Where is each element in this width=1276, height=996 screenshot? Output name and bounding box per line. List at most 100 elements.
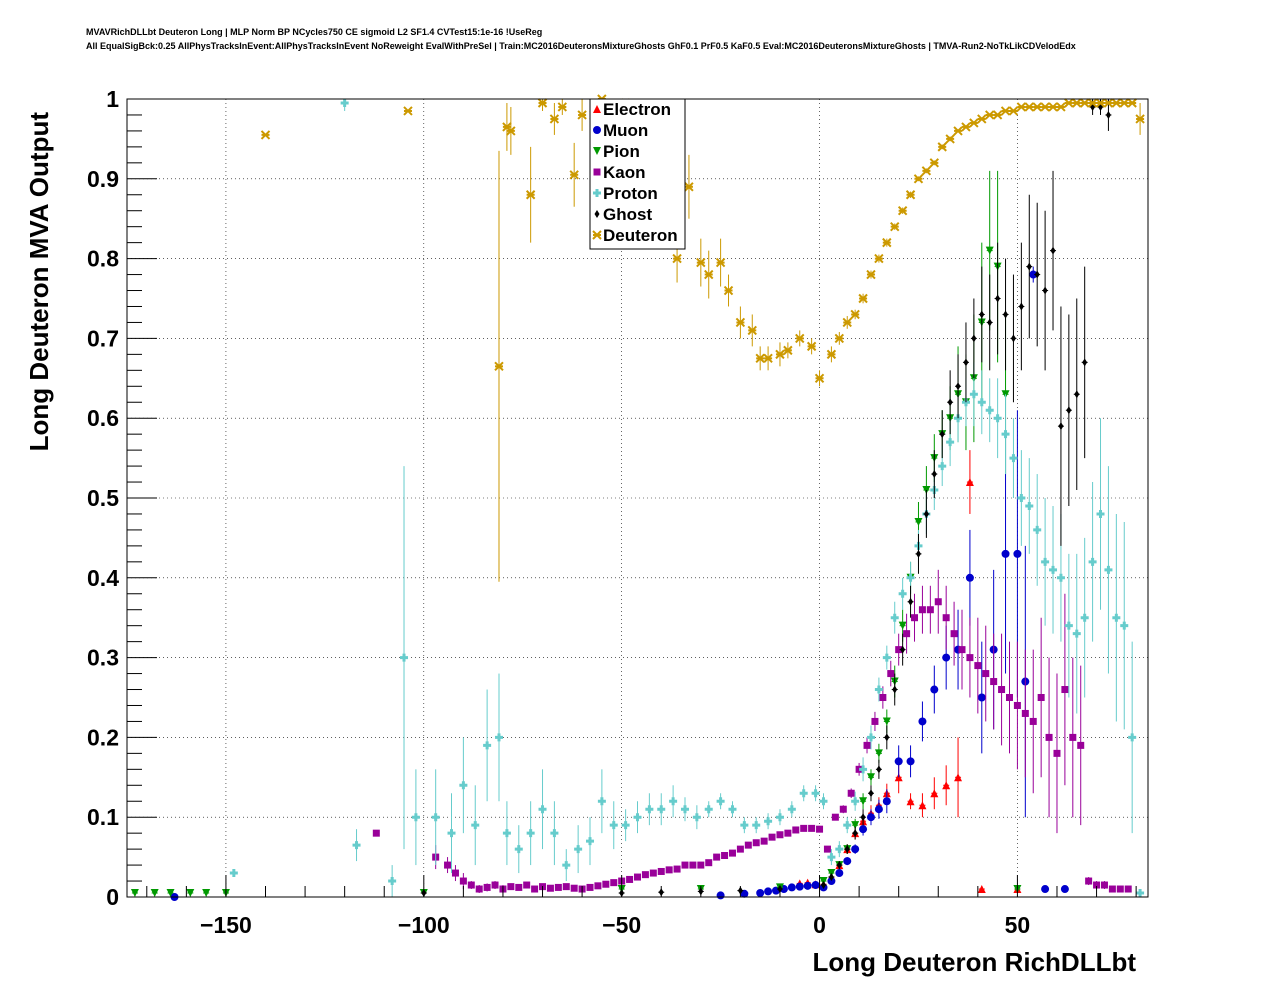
muon-point <box>851 845 860 854</box>
proton-point <box>716 797 725 806</box>
proton-point <box>859 765 868 774</box>
x-tick-label: 50 <box>1005 912 1031 938</box>
proton-point <box>827 853 836 862</box>
proton-point <box>657 805 666 814</box>
proton-point <box>1056 573 1065 582</box>
kaon-point <box>776 831 784 839</box>
deuteron-point <box>814 373 825 384</box>
proton-point <box>740 821 749 830</box>
kaon-point <box>713 853 721 861</box>
electron-point <box>954 773 963 782</box>
pion-point <box>866 773 875 782</box>
kaon-point <box>950 630 958 638</box>
muon-point <box>756 889 765 898</box>
deuteron-point <box>684 182 694 192</box>
pion-point <box>859 797 868 806</box>
ghost-point <box>987 318 993 327</box>
proton-point <box>621 821 630 830</box>
series-deuteron <box>260 94 1145 582</box>
proton-point <box>388 877 397 886</box>
kaon-point <box>816 825 824 833</box>
kaon-point <box>974 662 982 670</box>
deuteron-point <box>969 118 979 128</box>
kaon-point <box>942 614 950 622</box>
y-tick-label: 1 <box>106 86 119 112</box>
kaon-point <box>1077 741 1085 749</box>
kaon-point <box>998 686 1006 694</box>
kaon-point <box>784 829 792 837</box>
kaon-point <box>903 630 911 638</box>
legend-label-proton: Proton <box>603 184 658 203</box>
kaon-point <box>649 869 657 877</box>
kaon-point <box>697 861 705 869</box>
deuteron-point <box>897 206 908 216</box>
deuteron-point <box>755 353 765 364</box>
proton-point <box>562 861 571 870</box>
deuteron-point <box>977 114 987 124</box>
pion-point <box>874 749 883 758</box>
proton-point <box>819 797 828 806</box>
proton-point <box>938 462 947 471</box>
muon-point <box>835 869 844 878</box>
kaon-point <box>1045 733 1053 741</box>
deuteron-point <box>696 257 706 268</box>
ghost-point <box>939 430 945 439</box>
kaon-point <box>1013 701 1021 709</box>
kaon-point <box>768 833 776 841</box>
deuteron-point <box>953 126 963 136</box>
proton-point <box>851 797 860 806</box>
muon-point <box>1029 270 1038 279</box>
kaon-point <box>562 883 570 891</box>
kaon-point <box>839 805 847 813</box>
ghost-point <box>915 549 921 558</box>
deuteron-point <box>890 221 900 232</box>
muon-point <box>764 887 773 896</box>
kaon-point <box>958 646 966 654</box>
header-line-1: MVAVRichDLLbt Deuteron Long | MLP Norm B… <box>86 27 543 37</box>
ghost-point <box>1042 286 1048 295</box>
electron-point <box>930 789 939 798</box>
proton-point <box>1025 501 1034 510</box>
proton-point <box>1112 613 1121 622</box>
kaon-point <box>570 884 578 892</box>
y-axis-label: Long Deuteron MVA Output <box>24 112 54 452</box>
kaon-point <box>554 883 562 891</box>
y-tick-label: 0.4 <box>87 565 119 591</box>
pion-point <box>166 889 175 898</box>
kaon-point <box>705 859 713 867</box>
ghost-point <box>900 645 906 654</box>
legend-marker-proton <box>593 189 601 197</box>
pion-point <box>150 889 159 898</box>
proton-point <box>411 813 420 822</box>
muon-point <box>803 881 812 890</box>
ghost-point <box>947 398 953 407</box>
ghost-point <box>844 845 850 854</box>
proton-point <box>1096 509 1105 518</box>
legend-label-deuteron: Deuteron <box>603 226 678 245</box>
muon-point <box>1013 549 1022 558</box>
deuteron-point <box>494 361 504 372</box>
kaon-point <box>1116 885 1124 893</box>
legend-marker-deuteron <box>592 230 602 240</box>
kaon-point <box>1093 881 1101 889</box>
deuteron-point <box>1016 102 1027 112</box>
pion-point <box>202 889 211 898</box>
proton-point <box>898 589 907 598</box>
proton-point <box>669 797 678 806</box>
kaon-point <box>1029 717 1037 725</box>
kaon-point <box>736 845 744 853</box>
deuteron-point <box>723 285 734 296</box>
proton-point <box>431 813 440 822</box>
kaon-point <box>665 866 673 874</box>
kaon-point <box>879 694 887 701</box>
kaon-point <box>515 883 523 891</box>
proton-point <box>352 841 361 850</box>
pion-point <box>914 517 923 526</box>
deuteron-point <box>715 257 726 268</box>
proton-point <box>835 845 844 854</box>
kaon-point <box>546 884 554 892</box>
proton-point <box>977 398 986 407</box>
kaon-point <box>752 839 760 847</box>
kaon-point <box>934 598 942 606</box>
kaon-point <box>1005 694 1013 701</box>
